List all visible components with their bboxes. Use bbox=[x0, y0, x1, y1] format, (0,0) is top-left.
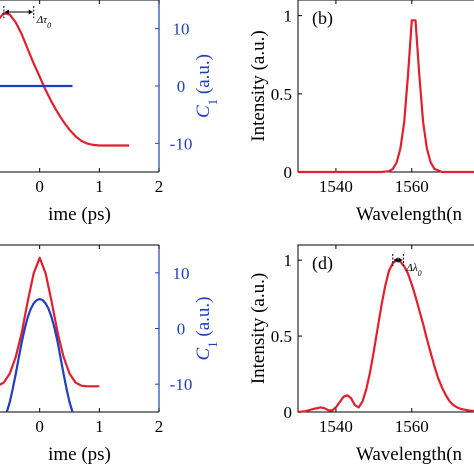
x-tick-label: 0 bbox=[35, 177, 44, 196]
annotation-label: Δλ0 bbox=[405, 262, 421, 278]
x-tick-label: 0 bbox=[35, 417, 44, 436]
y-right-axis-label: C1 (a.u.) bbox=[193, 296, 220, 360]
x-tick-label: 1560 bbox=[395, 417, 429, 436]
x-axis-label: ime (ps) bbox=[48, 444, 111, 465]
panel-d: 1540 1560 0 0.5 1 Wavelength(n Intensity (a.u.… bbox=[248, 244, 474, 465]
x-axis-label: Wavelength(n bbox=[356, 204, 463, 225]
annotation-arrowhead-left bbox=[393, 257, 398, 263]
y-tick-label: 0 bbox=[284, 163, 293, 182]
panel-label: (b) bbox=[312, 8, 333, 29]
annotation-label: Δτ0 bbox=[36, 14, 51, 30]
series-line-red bbox=[0, 12, 130, 147]
y-tick-label: 0.5 bbox=[271, 85, 292, 104]
y-right-axis-label: C1 (a.u.) bbox=[193, 54, 220, 118]
y-tick-label: 1 bbox=[284, 251, 293, 270]
annotation-arrowhead-left bbox=[4, 9, 9, 15]
x-tick-label: 1 bbox=[95, 417, 104, 436]
x-tick-label: 1 bbox=[95, 177, 104, 196]
series-line-blue bbox=[5, 297, 74, 413]
panel-b: 1540 1560 0 0.5 1 Wavelength(n Intensity (a.u.… bbox=[248, 0, 474, 225]
y-tick-label: 1 bbox=[284, 7, 293, 26]
x-tick-label: 2 bbox=[155, 177, 164, 196]
y-axis-label: Intensity (a.u.) bbox=[248, 273, 269, 384]
annotation-arrowhead-right bbox=[28, 9, 33, 15]
y-right-tick-label: 0 bbox=[177, 77, 186, 96]
y-tick-label: 0 bbox=[284, 403, 293, 422]
plot-frame bbox=[297, 244, 474, 413]
y-tick-label: 0.5 bbox=[271, 327, 292, 346]
series-line-red bbox=[0, 256, 100, 388]
y-right-tick-label: 10 bbox=[173, 264, 190, 283]
x-tick-label: 1540 bbox=[319, 417, 353, 436]
x-tick-label: 2 bbox=[155, 417, 164, 436]
x-axis-label: ime (ps) bbox=[48, 204, 111, 225]
y-right-tick-label: 0 bbox=[177, 320, 186, 339]
annotation-arrowhead-right bbox=[398, 257, 403, 263]
y-axis-label: Intensity (a.u.) bbox=[248, 30, 269, 141]
panel-a: 0 1 2 10 0 -10 ime (ps) C1 (a.u.) Δτ0 bbox=[0, 0, 220, 225]
panel-label: (d) bbox=[312, 253, 333, 274]
y-right-tick-label: 10 bbox=[173, 20, 190, 39]
x-axis-label: Wavelength(n bbox=[356, 444, 463, 465]
x-tick-label: 1540 bbox=[319, 177, 353, 196]
series-line-red bbox=[297, 259, 474, 414]
series-line-red bbox=[298, 19, 474, 174]
x-tick-label: 1560 bbox=[395, 177, 429, 196]
panel-c: 0 1 2 10 0 -10 ime (ps) C1 (a.u.) bbox=[0, 244, 220, 465]
y-right-tick-label: -10 bbox=[170, 134, 193, 153]
y-right-tick-label: -10 bbox=[170, 375, 193, 394]
